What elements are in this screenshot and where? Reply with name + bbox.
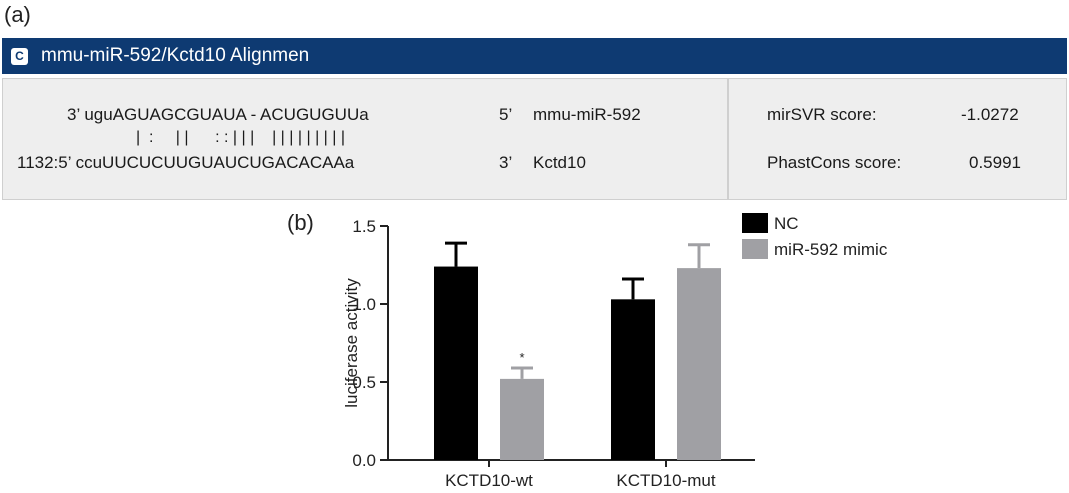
chart-legend: NC miR-592 mimic xyxy=(742,213,888,259)
legend-swatch xyxy=(742,213,768,233)
y-tick-label: 1.0 xyxy=(352,295,376,314)
chart-axes: 0.0 0.5 1.0 1.5 luciferase activity KCTD10-wt… xyxy=(342,217,755,490)
match-line: | : | | : : | | | | | | | | | | | | xyxy=(136,129,346,146)
target-sequence: 1132:5’ ccuUUCUCUUGUAUCUGACACAAa xyxy=(17,153,355,172)
mirna-sequence: 3’ uguAGUAGCGUAUA - ACUGUGUUa xyxy=(67,105,369,124)
y-tick-label: 0.5 xyxy=(352,373,376,392)
c-badge-icon: C xyxy=(11,47,28,65)
mirna-name: mmu-miR-592 xyxy=(533,105,641,124)
y-tick-label: 1.5 xyxy=(352,217,376,236)
mirsvr-score-value: -1.0272 xyxy=(961,105,1019,124)
bar-mir-592-mimic-kctd10-wt xyxy=(500,378,544,460)
y-tick-label: 0.0 xyxy=(352,451,376,470)
legend-label: NC xyxy=(774,214,799,233)
legend-swatch xyxy=(742,239,768,259)
chart-bars: * xyxy=(434,241,721,460)
alignment-header: C mmu-miR-592/Kctd10 Alignmen xyxy=(2,38,1067,74)
mirna-end-label: 5’ xyxy=(499,105,513,124)
x-tick-label: KCTD10-mut xyxy=(616,471,715,490)
alignment-divider xyxy=(727,79,729,199)
y-axis-label: luciferase activity xyxy=(342,278,361,408)
panel-b-label: (b) xyxy=(287,210,314,235)
mirsvr-score-label: mirSVR score: xyxy=(767,105,877,124)
alignment-body: 3’ uguAGUAGCGUAUA - ACUGUGUUa | : | | : … xyxy=(2,78,1067,200)
significance-asterisk: * xyxy=(519,350,524,365)
panel-a-label: (a) xyxy=(4,2,31,27)
target-end-label: 3’ xyxy=(499,153,513,172)
phastcons-score-label: PhastCons score: xyxy=(767,153,902,172)
phastcons-score-value: 0.5991 xyxy=(969,153,1021,172)
target-name: Kctd10 xyxy=(533,153,586,172)
bar-nc-kctd10-mut xyxy=(611,299,655,460)
bar-nc-kctd10-wt xyxy=(434,266,478,460)
x-tick-label: KCTD10-wt xyxy=(445,471,533,490)
alignment-title: mmu-miR-592/Kctd10 Alignmen xyxy=(41,45,310,66)
bar-mir-592-mimic-kctd10-mut xyxy=(677,268,721,460)
legend-label: miR-592 mimic xyxy=(774,240,888,259)
